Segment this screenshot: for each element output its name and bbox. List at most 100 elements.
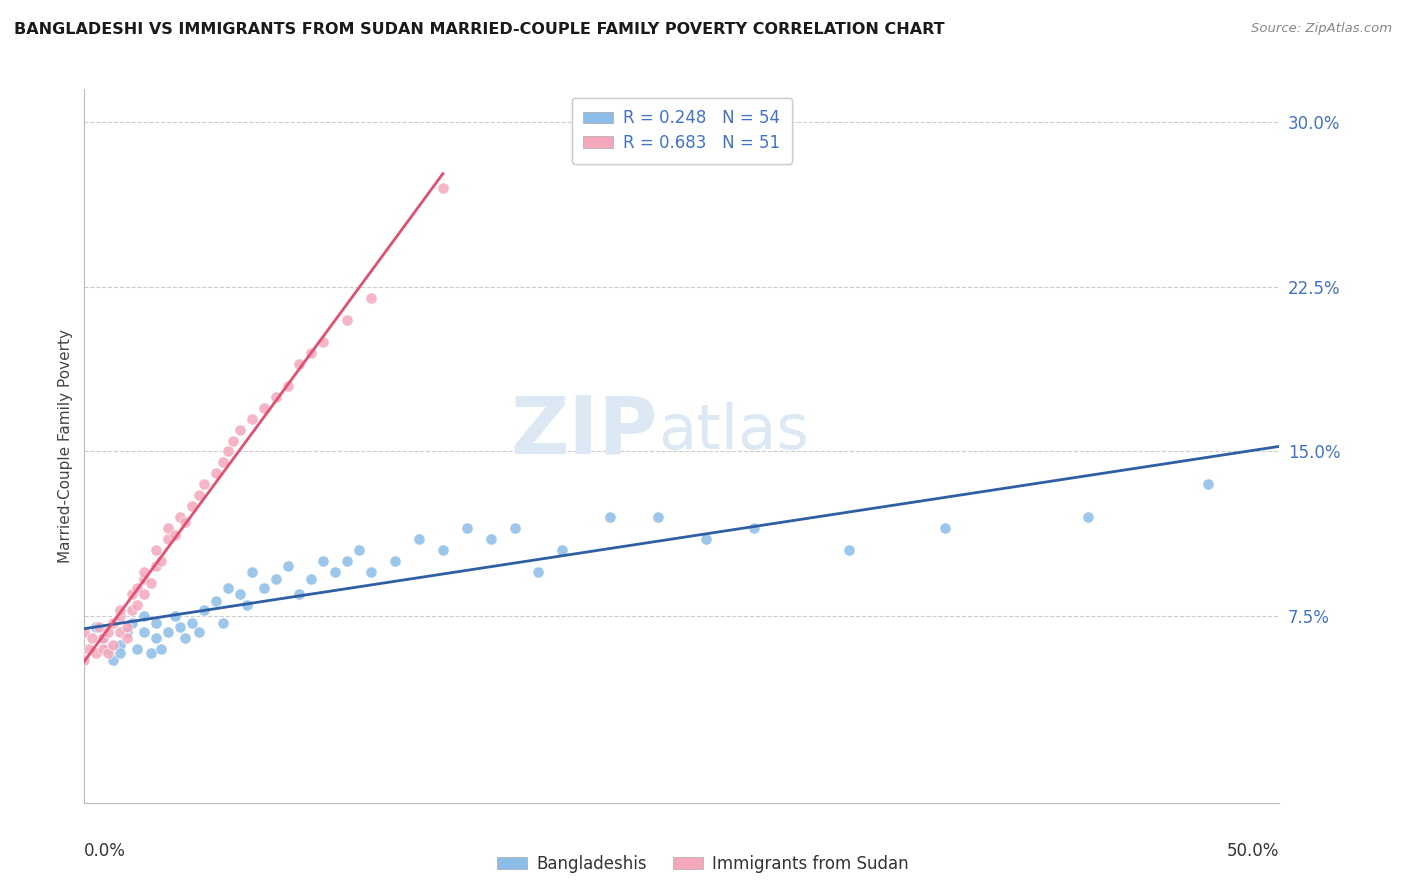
Text: ZIP: ZIP xyxy=(510,392,658,471)
Point xyxy=(240,411,263,425)
Point xyxy=(288,587,311,601)
Point xyxy=(149,554,172,568)
Point xyxy=(173,515,195,529)
Text: 0.0%: 0.0% xyxy=(84,842,127,860)
Point xyxy=(149,642,172,657)
Text: BANGLADESHI VS IMMIGRANTS FROM SUDAN MARRIED-COUPLE FAMILY POVERTY CORRELATION C: BANGLADESHI VS IMMIGRANTS FROM SUDAN MAR… xyxy=(14,22,945,37)
Point xyxy=(217,581,239,595)
Text: Source: ZipAtlas.com: Source: ZipAtlas.com xyxy=(1251,22,1392,36)
Point xyxy=(73,653,96,667)
Point xyxy=(145,543,167,558)
Point xyxy=(188,488,211,502)
Point xyxy=(87,620,110,634)
Point xyxy=(84,647,107,661)
Point xyxy=(121,587,143,601)
Point xyxy=(551,543,574,558)
Point xyxy=(101,638,124,652)
Point xyxy=(80,631,103,645)
Point xyxy=(93,642,115,657)
Point xyxy=(221,434,243,448)
Point xyxy=(312,334,335,349)
Point xyxy=(360,566,382,580)
Point xyxy=(121,602,143,616)
Point xyxy=(264,390,287,404)
Point xyxy=(132,566,156,580)
Point xyxy=(312,554,335,568)
Point xyxy=(180,615,202,630)
Point xyxy=(117,631,139,645)
Point xyxy=(121,615,143,630)
Point xyxy=(479,533,502,547)
Point xyxy=(228,587,252,601)
Point xyxy=(157,533,180,547)
Point xyxy=(276,558,298,573)
Point xyxy=(165,609,187,624)
Point xyxy=(110,624,132,639)
Point xyxy=(117,620,139,634)
Point xyxy=(264,572,287,586)
Point xyxy=(301,572,323,586)
Point xyxy=(838,543,860,558)
Point xyxy=(742,521,765,535)
Point xyxy=(212,615,235,630)
Point xyxy=(93,631,115,645)
Point xyxy=(228,423,252,437)
Point xyxy=(110,602,132,616)
Point xyxy=(97,624,120,639)
Text: atlas: atlas xyxy=(658,401,808,462)
Point xyxy=(205,594,228,608)
Point xyxy=(1197,477,1219,491)
Point xyxy=(527,566,550,580)
Point xyxy=(110,638,132,652)
Point xyxy=(145,631,167,645)
Point xyxy=(125,642,148,657)
Point xyxy=(101,653,124,667)
Point xyxy=(97,647,120,661)
Point xyxy=(253,581,276,595)
Point xyxy=(323,566,346,580)
Point xyxy=(432,181,454,195)
Point xyxy=(132,572,156,586)
Point xyxy=(647,510,669,524)
Point xyxy=(408,533,430,547)
Point xyxy=(77,642,100,657)
Point xyxy=(157,521,180,535)
Point xyxy=(157,624,180,639)
Point xyxy=(145,615,167,630)
Point xyxy=(288,357,311,371)
Text: 50.0%: 50.0% xyxy=(1227,842,1279,860)
Legend: Bangladeshis, Immigrants from Sudan: Bangladeshis, Immigrants from Sudan xyxy=(491,848,915,880)
Point xyxy=(599,510,621,524)
Point xyxy=(432,543,454,558)
Point xyxy=(117,624,139,639)
Point xyxy=(165,528,187,542)
Point xyxy=(301,345,323,359)
Point xyxy=(180,500,202,514)
Point xyxy=(384,554,406,568)
Point xyxy=(503,521,526,535)
Point xyxy=(188,624,211,639)
Point xyxy=(145,558,167,573)
Point xyxy=(132,624,156,639)
Point xyxy=(349,543,371,558)
Point xyxy=(240,566,263,580)
Point xyxy=(84,620,107,634)
Point xyxy=(360,291,382,305)
Point xyxy=(236,598,259,612)
Point xyxy=(169,620,191,634)
Point xyxy=(193,477,215,491)
Point xyxy=(336,312,359,326)
Point xyxy=(73,624,96,639)
Point xyxy=(253,401,276,415)
Y-axis label: Married-Couple Family Poverty: Married-Couple Family Poverty xyxy=(58,329,73,563)
Point xyxy=(97,642,120,657)
Point xyxy=(217,444,239,458)
Point xyxy=(336,554,359,568)
Point xyxy=(132,609,156,624)
Point xyxy=(110,609,132,624)
Point xyxy=(125,581,148,595)
Legend: R = 0.248   N = 54, R = 0.683   N = 51: R = 0.248 N = 54, R = 0.683 N = 51 xyxy=(572,97,792,163)
Point xyxy=(132,587,156,601)
Point xyxy=(934,521,956,535)
Point xyxy=(695,533,717,547)
